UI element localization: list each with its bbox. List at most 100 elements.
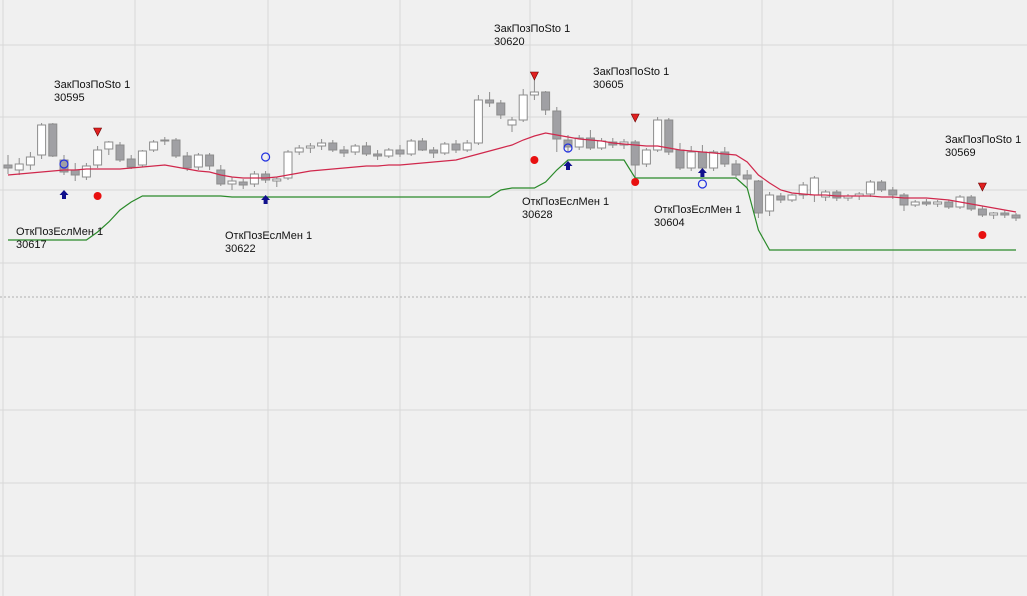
candle-body xyxy=(630,141,640,166)
candle-body xyxy=(1000,212,1010,216)
candle-body xyxy=(473,99,483,144)
annotation-text: ОткПозЕслМен 1 xyxy=(225,230,312,242)
candle-body xyxy=(160,139,170,142)
candle-body xyxy=(104,141,114,150)
candle-body xyxy=(429,149,439,154)
candle-body xyxy=(149,141,159,151)
sell-marker xyxy=(529,71,539,81)
candle-body xyxy=(350,145,360,153)
buy-marker xyxy=(261,195,271,204)
candle-body xyxy=(126,158,136,168)
candle-body xyxy=(395,149,405,155)
sell-marker xyxy=(977,182,987,192)
indicator-line xyxy=(7,132,1017,213)
annotation-text: ЗакПозПоSto 1 xyxy=(494,23,570,35)
candle-body xyxy=(283,151,293,179)
candle-body xyxy=(249,173,259,185)
order-marker xyxy=(697,179,708,189)
annotation-value: 30595 xyxy=(54,92,85,104)
candle-body xyxy=(451,143,461,151)
candle-body xyxy=(742,174,752,180)
candle-body xyxy=(182,155,192,169)
candle-body xyxy=(37,124,47,156)
candle-body xyxy=(518,94,528,121)
candle-body xyxy=(440,143,450,154)
candle-body xyxy=(697,151,707,169)
stop-marker xyxy=(93,192,102,200)
candle-body xyxy=(193,154,203,168)
buy-marker xyxy=(59,190,69,199)
buy-marker xyxy=(697,168,707,177)
candle-body xyxy=(507,119,517,126)
candle-body xyxy=(1011,214,1021,219)
order-marker xyxy=(261,152,271,162)
candle-body xyxy=(462,142,472,151)
candle-body xyxy=(294,147,304,153)
stop-marker xyxy=(530,156,539,164)
candle-body xyxy=(3,164,13,169)
annotation-value: 30605 xyxy=(593,79,624,91)
annotation-text: ОткПозЕслМен 1 xyxy=(654,204,741,216)
annotation-text: ОткПозЕслМен 1 xyxy=(522,196,609,208)
candle-body xyxy=(787,194,797,201)
annotation-value: 30620 xyxy=(494,36,525,48)
candle-body xyxy=(485,99,495,104)
candle-body xyxy=(641,149,651,165)
order-marker xyxy=(563,143,573,153)
candle-body xyxy=(205,154,215,167)
candle-body xyxy=(910,201,920,206)
sell-marker xyxy=(93,127,103,137)
candle-body xyxy=(14,163,24,171)
candle-body xyxy=(720,151,730,165)
candle-body xyxy=(664,119,674,153)
candle-body xyxy=(171,139,181,157)
candle-body xyxy=(496,102,506,116)
candle-body xyxy=(70,169,80,176)
buy-marker xyxy=(563,161,573,170)
candle-body xyxy=(552,110,562,140)
candle-body xyxy=(776,195,786,201)
stop-marker xyxy=(631,178,640,186)
candle-body xyxy=(574,137,584,148)
candle-body xyxy=(585,137,595,149)
annotation-text: ЗакПозПоSto 1 xyxy=(593,66,669,78)
stop-marker xyxy=(978,231,987,239)
candle-body xyxy=(944,201,954,208)
candle-body xyxy=(361,145,371,155)
candle-body xyxy=(865,181,875,195)
candle-body xyxy=(137,150,147,166)
candle-body xyxy=(48,123,58,157)
candle-body xyxy=(317,142,327,147)
candle-body xyxy=(809,177,819,196)
candle-body xyxy=(765,194,775,212)
candle-body xyxy=(115,144,125,161)
annotation-value: 30622 xyxy=(225,243,256,255)
annotation-text: ОткПозЕслМен 1 xyxy=(16,226,103,238)
candle-body xyxy=(541,91,551,111)
candle-body xyxy=(272,178,282,182)
candle-body xyxy=(373,153,383,157)
candle-body xyxy=(977,208,987,216)
candle-body xyxy=(798,184,808,196)
candle-body xyxy=(989,212,999,216)
indicator-line xyxy=(8,159,1016,251)
candle-body xyxy=(877,181,887,191)
candle-body xyxy=(686,151,696,169)
candle-body xyxy=(709,151,719,169)
candle-body xyxy=(261,173,271,181)
candle-body xyxy=(406,140,416,155)
candle-body xyxy=(529,91,539,96)
candle-body xyxy=(93,149,103,166)
annotation-value: 30617 xyxy=(16,239,47,251)
candle-body xyxy=(675,149,685,169)
candle-body xyxy=(328,142,338,151)
candle-body xyxy=(921,201,931,205)
candle-body xyxy=(305,145,315,149)
annotation-value: 30604 xyxy=(654,217,685,229)
candle-body xyxy=(653,119,663,151)
candle-body xyxy=(227,180,237,185)
candle-body xyxy=(81,165,91,178)
